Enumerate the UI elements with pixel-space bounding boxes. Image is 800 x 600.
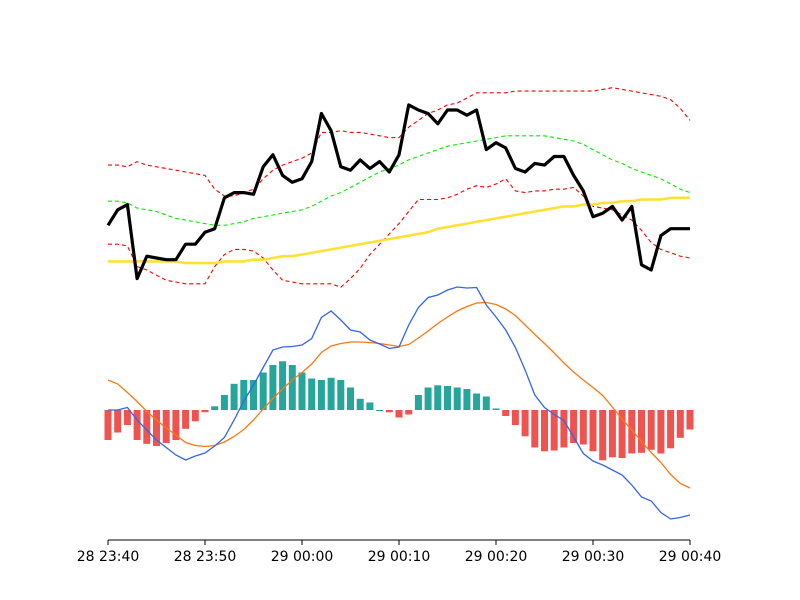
macd-histogram-bar [104,410,112,440]
macd-histogram-bar [444,386,451,410]
macd-histogram-bar [337,380,345,410]
macd-histogram-bar [647,410,655,450]
macd-histogram-bar [414,395,422,410]
macd-histogram-bar [628,410,636,454]
x-tick-label: 29 00:30 [562,549,625,565]
bollinger-mid-line [108,135,691,226]
macd-histogram-bar [347,387,354,410]
long-moving-average-line [108,196,690,265]
macd-histogram-bar [182,410,190,429]
macd-histogram-bar [453,387,461,410]
macd-histogram-bar [269,365,277,410]
macd-histogram-bar [201,410,209,413]
bollinger-lower-line [108,178,691,288]
macd-histogram-bar [114,410,122,433]
macd-histogram-bar [511,410,519,425]
macd-histogram-bar [220,395,228,410]
macd-histogram-bar [327,377,335,411]
macd-histogram-bar [492,408,500,410]
macd-histogram-bar [550,410,558,451]
macd-histogram-bar [385,410,393,413]
macd-histogram-bar [541,410,548,452]
x-tick-label: 28 23:40 [77,549,140,565]
macd-histogram-bar [667,410,675,449]
macd-line [108,286,691,520]
macd-histogram-bar [153,410,160,446]
macd-histogram-bar [123,410,131,425]
macd-histogram-bar [531,410,539,448]
x-tick-label: 29 00:00 [271,549,334,565]
macd-histogram-bar [376,410,384,411]
x-tick-label: 29 00:40 [659,549,722,565]
macd-histogram-bar [638,410,645,453]
macd-histogram-bar [424,387,432,410]
macd-histogram-bar [589,410,597,452]
macd-histogram-bar [230,383,238,411]
macd-histogram-bar [366,402,374,410]
macd-histogram-bar [298,372,306,410]
macd-histogram-bar [240,380,248,410]
macd-histogram-bar [250,380,257,410]
macd-histogram-bar [288,365,296,410]
macd-histogram-bar [279,361,287,411]
macd-histogram-bar [521,410,529,437]
macd-histogram-bar [473,393,481,410]
macd-histogram-bar [211,406,219,411]
macd-histogram-bar [162,410,170,443]
macd-panel [104,286,694,520]
x-tick-label: 29 00:20 [465,549,528,565]
macd-histogram-bar [143,410,151,444]
macd-histogram-bar [463,389,471,410]
macd-histogram-bar [502,410,510,416]
macd-histogram-bar [676,410,684,438]
macd-histogram-bar [133,410,141,440]
x-tick-label: 28 23:50 [174,549,237,565]
macd-histogram-bar [657,410,665,454]
macd-histogram-bar [395,410,403,418]
macd-histogram-bar [599,410,607,461]
macd-histogram-bar [579,410,587,445]
macd-histogram-bar [356,398,364,411]
macd-histogram-bar [259,372,267,410]
x-axis: 28 23:40 28 23:50 29 00:00 29 00:10 29 00:20… [77,539,722,565]
bollinger-upper-line [108,87,691,197]
macd-histogram-bar [618,410,626,458]
macd-histogram-bar [308,378,316,410]
macd-histogram-bar [434,385,442,411]
macd-histogram-bar [405,410,413,415]
macd-histogram-bar [560,410,568,448]
macd-histogram-bar [317,380,325,410]
macd-histogram-bar [172,410,180,440]
price-panel [106,87,691,288]
price-line [106,103,690,281]
macd-histogram-bar [482,396,490,410]
macd-histogram-bar [191,410,199,422]
x-tick-label: 29 00:10 [368,549,431,565]
macd-histogram-bar [686,410,694,430]
macd-histogram-bar [570,410,578,443]
macd-histogram-bar [608,410,616,458]
